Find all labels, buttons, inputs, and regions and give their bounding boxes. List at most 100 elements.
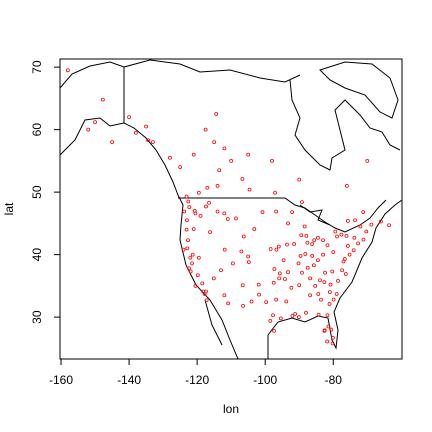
- point: [191, 227, 196, 231]
- point: [345, 243, 350, 248]
- point: [316, 312, 321, 317]
- point: [327, 290, 332, 295]
- point: [328, 282, 333, 287]
- point: [274, 297, 278, 302]
- point: [193, 211, 198, 216]
- point: [187, 266, 191, 271]
- x-tick-label: -140: [117, 373, 141, 387]
- point: [276, 244, 281, 249]
- point: [352, 235, 357, 240]
- y-tick-label: 30: [30, 310, 44, 324]
- point: [65, 68, 70, 73]
- point: [316, 235, 320, 240]
- point: [316, 258, 320, 263]
- point: [304, 310, 308, 315]
- point: [229, 158, 234, 163]
- point: [300, 270, 304, 275]
- y-tick-label: 70: [30, 60, 44, 74]
- point: [305, 265, 310, 270]
- point: [230, 261, 235, 266]
- point: [193, 283, 198, 288]
- point: [296, 315, 301, 320]
- point: [322, 328, 327, 333]
- point: [336, 278, 340, 283]
- point: [241, 303, 245, 308]
- point: [323, 270, 327, 275]
- y-tick-label: 60: [30, 123, 44, 137]
- point: [293, 312, 298, 316]
- point: [316, 292, 321, 296]
- point: [327, 302, 332, 306]
- point: [339, 232, 344, 237]
- point: [198, 213, 203, 218]
- point: [365, 158, 370, 163]
- point: [195, 273, 200, 278]
- point: [361, 210, 366, 215]
- point: [345, 218, 350, 223]
- point: [325, 313, 330, 318]
- point: [191, 152, 196, 157]
- point: [329, 327, 334, 332]
- point: [196, 255, 201, 260]
- point: [271, 313, 275, 318]
- point: [308, 293, 313, 298]
- point: [310, 253, 315, 258]
- point: [364, 229, 369, 234]
- point: [93, 120, 97, 125]
- point: [222, 293, 227, 298]
- point: [331, 297, 336, 302]
- point: [212, 140, 217, 145]
- point: [270, 158, 274, 163]
- point: [298, 253, 303, 258]
- point: [110, 140, 114, 145]
- point: [358, 224, 363, 229]
- point: [215, 209, 220, 214]
- point: [331, 250, 336, 255]
- point: [186, 238, 190, 243]
- point: [356, 241, 361, 246]
- point: [268, 318, 273, 323]
- point: [283, 277, 287, 281]
- point: [305, 240, 310, 245]
- point: [240, 177, 245, 181]
- point: [290, 210, 294, 215]
- point: [312, 238, 317, 243]
- point: [330, 341, 335, 346]
- point: [225, 217, 230, 221]
- point: [144, 124, 148, 129]
- point: [178, 165, 183, 170]
- point: [226, 301, 231, 306]
- point: [281, 258, 286, 263]
- x-tick-label: -100: [253, 373, 277, 387]
- point: [319, 297, 323, 302]
- point: [133, 130, 138, 135]
- point: [369, 222, 374, 227]
- point: [347, 252, 352, 257]
- point: [234, 216, 238, 221]
- point: [260, 210, 265, 215]
- point: [274, 247, 279, 252]
- point: [257, 292, 261, 297]
- point: [335, 234, 339, 239]
- point: [277, 271, 282, 276]
- y-tick-label: 50: [30, 185, 44, 199]
- point: [274, 209, 278, 214]
- point: [182, 209, 187, 214]
- point: [200, 281, 205, 286]
- point: [330, 269, 335, 274]
- point: [272, 328, 276, 333]
- point: [273, 190, 277, 195]
- point: [326, 324, 331, 329]
- point: [344, 183, 349, 188]
- point: [249, 299, 254, 304]
- point: [246, 254, 251, 259]
- point: [325, 243, 330, 248]
- point: [100, 97, 105, 102]
- point: [168, 155, 172, 160]
- point: [184, 194, 189, 199]
- point: [186, 199, 191, 204]
- point: [290, 313, 295, 318]
- point: [151, 140, 155, 145]
- point: [318, 278, 322, 283]
